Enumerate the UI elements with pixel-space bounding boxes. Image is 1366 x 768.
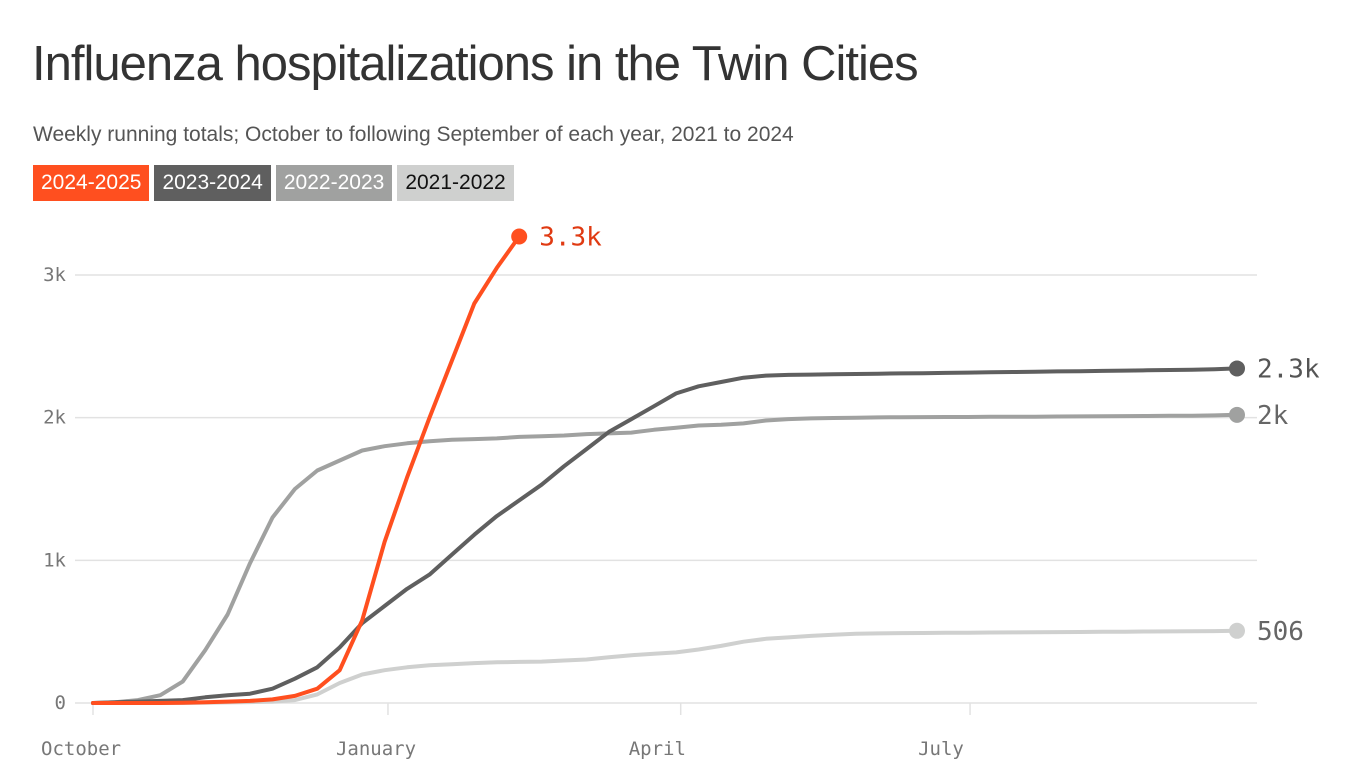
end-label-2023-2024: 2.3k (1257, 354, 1320, 384)
series-line-2021-2022 (91, 628, 1239, 705)
x-tick-label: April (629, 738, 686, 760)
legend-item-2021-2022: 2021-2022 (397, 165, 514, 201)
end-point-2022-2023 (1229, 406, 1245, 423)
end-point-2021-2022 (1229, 622, 1245, 639)
end-point-2024-2025 (511, 228, 528, 245)
end-label-2024-2025: 3.3k (539, 222, 602, 252)
x-tick-label: July (918, 738, 964, 760)
legend-item-2023-2024: 2023-2024 (154, 165, 271, 201)
x-tick-label: October (41, 738, 121, 760)
series-line-2022-2023 (91, 412, 1239, 705)
y-tick-label: 2k (43, 407, 66, 429)
legend-item-2022-2023: 2022-2023 (275, 165, 393, 201)
chart-subtitle: Weekly running totals; October to follow… (33, 123, 794, 146)
end-label-2021-2022: 506 (1257, 617, 1304, 647)
y-tick-label: 1k (43, 549, 66, 571)
x-tick-label: January (336, 738, 416, 760)
y-tick-label: 0 (55, 692, 66, 714)
end-label-2022-2023: 2k (1257, 401, 1289, 431)
y-tick-label: 3k (43, 264, 66, 286)
end-point-2023-2024 (1229, 360, 1245, 377)
series-line-2024-2025 (91, 234, 522, 705)
legend: 2024-2025 2023-2024 2022-2023 2021-2022 (33, 165, 514, 201)
legend-item-2024-2025: 2024-2025 (33, 165, 150, 201)
series-line-2023-2024 (91, 366, 1239, 705)
chart-title: Influenza hospitalizations in the Twin C… (32, 37, 919, 91)
